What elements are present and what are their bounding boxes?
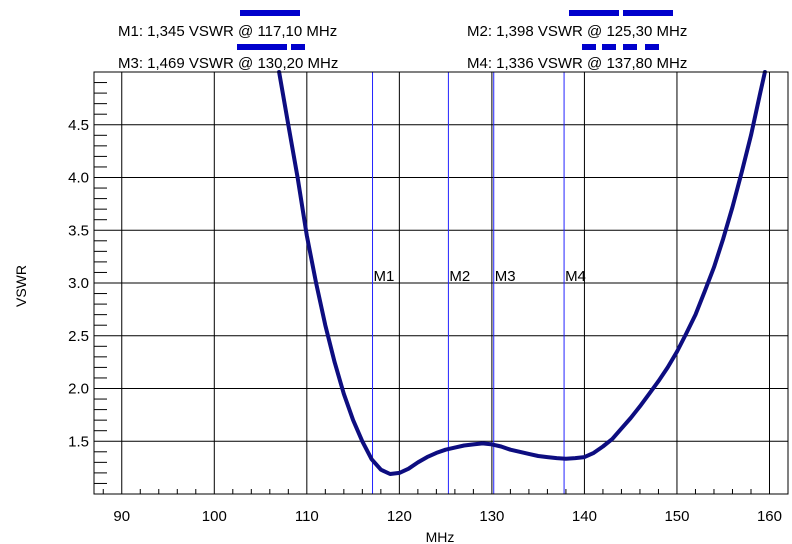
x-tick-label-160: 160 [757,508,782,525]
y-tick-label-2.0: 2.0 [68,381,89,398]
m4-legend-swatch-d [645,44,659,50]
x-tick-label-150: 150 [664,508,689,525]
vswr-curve [277,70,767,476]
marker-legend: M1: 1,345 VSWR @ 117,10 MHz M2: 1,398 VS… [118,10,687,72]
grid [94,72,788,494]
m4-legend-swatch-c [623,44,637,50]
y-tick-labels: 1.5 2.0 2.5 3.0 3.5 4.0 4.5 [68,117,89,451]
y-tick-label-1.5: 1.5 [68,433,89,450]
y-tick-label-4.0: 4.0 [68,170,89,187]
x-tick-labels: 90 100 110 120 130 140 150 160 [113,508,782,525]
marker-label-m1: M1 [374,268,395,285]
m2-legend-text: M2: 1,398 VSWR @ 125,30 MHz [467,23,687,40]
marker-label-m3: M3 [495,268,516,285]
m2-legend-swatch-b [623,10,673,16]
x-tick-label-140: 140 [572,508,597,525]
y-axis-title: VSWR [13,265,29,307]
m1-legend-swatch [240,10,300,16]
marker-label-m2: M2 [449,268,470,285]
m3-legend-text: M3: 1,469 VSWR @ 130,20 MHz [118,55,338,72]
m4-legend-swatch-b [602,44,616,50]
minor-ticks [94,82,752,494]
m2-legend-swatch-a [569,10,619,16]
x-tick-label-130: 130 [479,508,504,525]
y-tick-label-3.5: 3.5 [68,222,89,239]
marker-label-m4: M4 [565,268,586,285]
plot-frame [93,71,789,495]
m1-legend-text: M1: 1,345 VSWR @ 117,10 MHz [118,23,337,40]
x-axis-title: MHz [426,529,455,544]
marker-lines: M1 M2 M3 M4 [372,72,586,494]
m3-legend-swatch-a [237,44,287,50]
m4-legend-swatch-a [582,44,596,50]
y-tick-label-2.5: 2.5 [68,328,89,345]
m3-legend-swatch-b [291,44,305,50]
y-tick-label-4.5: 4.5 [68,117,89,134]
m4-legend-text: M4: 1,336 VSWR @ 137,80 MHz [467,55,687,72]
x-tick-label-120: 120 [387,508,412,525]
x-tick-label-110: 110 [295,508,319,525]
x-tick-label-100: 100 [202,508,227,525]
y-tick-label-3.0: 3.0 [68,275,89,292]
x-tick-label-90: 90 [113,508,130,525]
